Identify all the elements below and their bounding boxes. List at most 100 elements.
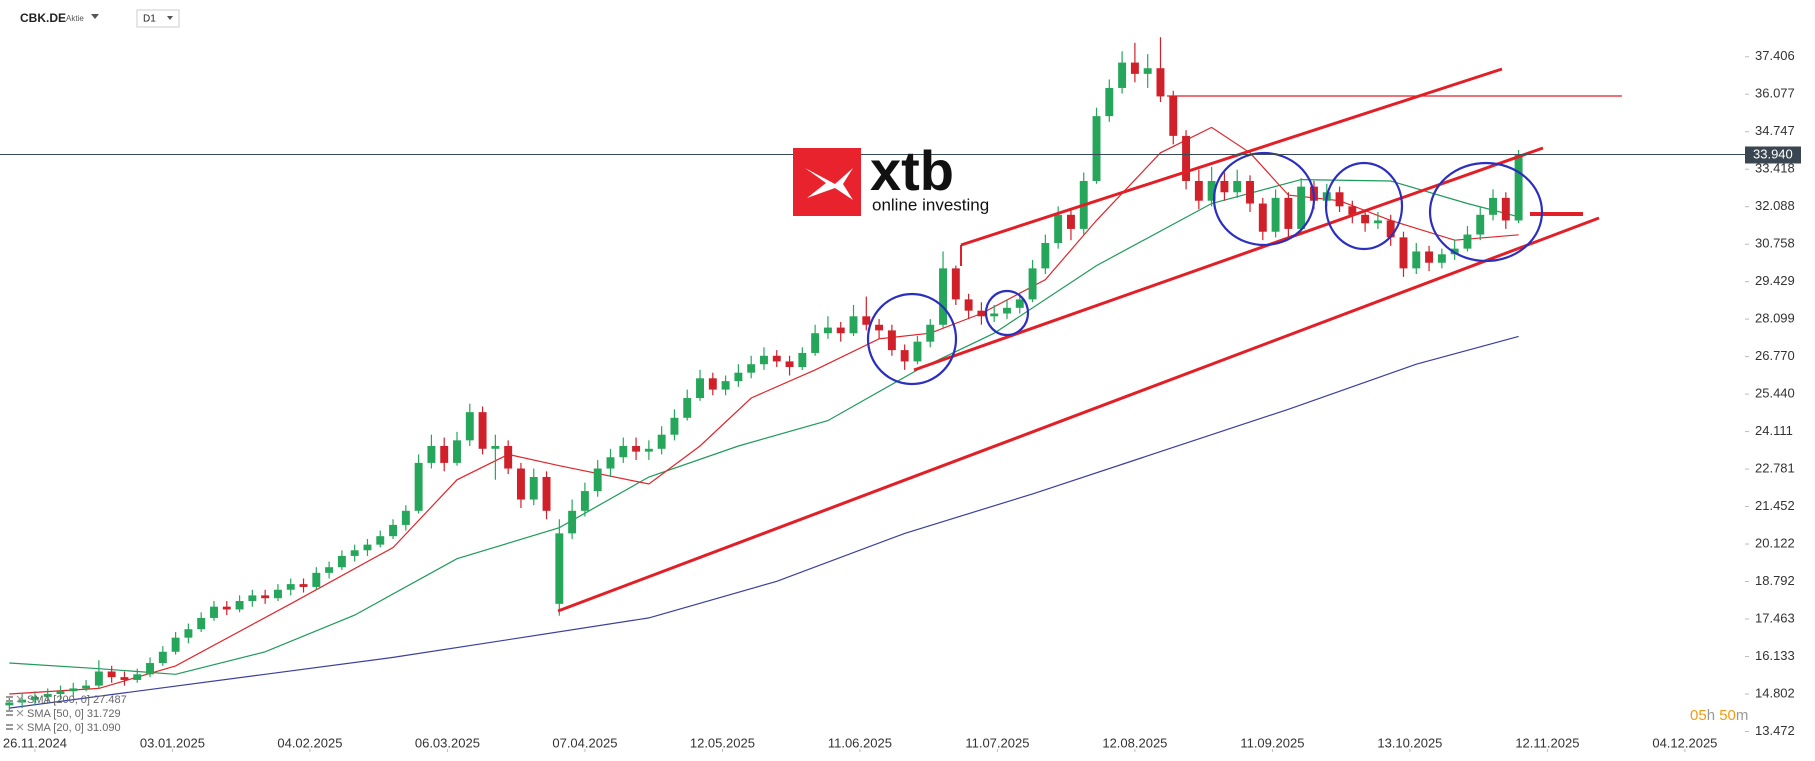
candle-body [414,462,423,511]
candle-body [593,468,602,492]
x-tick-label: 06.03.2025 [415,735,480,750]
candle-body [516,468,525,500]
header: CBK.DE Aktie D1 [20,9,180,28]
legend-handle [6,696,13,698]
candle-body [30,696,39,700]
candle-body [376,536,385,545]
candle-body [1182,135,1191,181]
x-tick-label: 12.08.2025 [1102,735,1167,750]
x-tick-label: 11.06.2025 [828,735,892,750]
candle-body [542,476,551,511]
candle-body [1271,197,1280,232]
candle-body [491,445,500,449]
candle-body [747,364,756,373]
candle-body [337,555,346,568]
candle-body [913,341,922,362]
candle-body [273,589,282,599]
y-tick-label: 20.122 [1755,535,1795,550]
x-tick-label: 11.09.2025 [1240,735,1304,750]
candle-body [823,327,832,334]
candle-body [1066,214,1075,229]
candle-body [939,268,948,325]
candle-body [529,476,538,500]
legend-handle [6,710,13,712]
candle-body [926,324,935,342]
dropdown-arrow[interactable] [91,14,99,19]
countdown-hours: 05 [1690,707,1707,724]
legend-remove [16,723,24,731]
y-tick-label: 24.111 [1755,423,1793,438]
candle-body [389,524,398,537]
candle-body [133,674,142,680]
sma-line [9,178,1519,675]
dropdown-arrow [167,16,173,20]
symbol: CBK.DE [20,11,66,25]
candle-body [721,381,730,390]
candle-body [1514,154,1523,221]
candle-body [1463,234,1472,249]
candle-body [900,350,909,362]
candle-body [760,355,768,365]
last-price-label: 33.940 [1753,146,1793,161]
candle-body [580,491,589,511]
candle-body [299,584,308,587]
candle-body [606,457,615,469]
candle-body [990,313,999,317]
legend-handle [6,714,13,716]
candle-body [146,663,154,675]
y-tick-label: 16.133 [1755,648,1795,663]
y-tick-label: 22.781 [1755,460,1795,475]
candle-body [1054,214,1063,244]
candle-body [222,606,231,610]
candle-body [286,584,295,590]
candle-body [657,434,666,449]
legend-handle [6,700,13,702]
logo-x [805,168,853,200]
candle-body [772,355,781,362]
countdown: 05h 50m [1690,707,1748,724]
circle [866,292,958,386]
candle-body [1348,206,1357,215]
candle-body [1246,180,1254,204]
candle-body [1130,62,1139,74]
candle-body [440,445,449,463]
candle-body [465,412,474,441]
candle-body [568,510,577,534]
candle-body [184,629,193,638]
y-tick-label: 29.429 [1755,273,1795,288]
candle-body [619,445,628,458]
candle-body [325,567,334,573]
candle-body [1194,180,1203,201]
y-tick-label: 25.440 [1755,386,1795,401]
candle-body [1399,237,1408,269]
candle-body [453,440,461,463]
candle-body [1361,214,1370,224]
x-tick-label: 04.02.2025 [277,735,342,750]
candle-body [248,595,257,602]
candle-body [696,378,704,399]
interval-select[interactable] [136,9,180,28]
y-tick-label: 21.452 [1755,498,1795,513]
candle-body [1015,299,1024,308]
candle-body [1258,203,1267,232]
candle-body [1373,220,1382,224]
last-price-box [1745,146,1801,164]
candle-body [94,671,103,686]
y-tick-label: 32.088 [1755,198,1795,213]
candle-body [197,617,206,630]
candle-body [56,691,65,695]
candle-body [1207,180,1216,201]
candle-body [312,572,321,587]
legend-remove [16,709,24,717]
y-tick-label: 26.770 [1755,348,1795,363]
candle-body [43,694,52,697]
candle-body [478,412,487,449]
logo: xtb online investing [793,139,989,216]
candle-body [644,448,653,452]
x-tick-label: 13.10.2025 [1377,735,1442,750]
circle [1428,161,1544,263]
legend-handle [6,728,13,730]
x-tick-label: 26.11.2024 [3,735,67,750]
